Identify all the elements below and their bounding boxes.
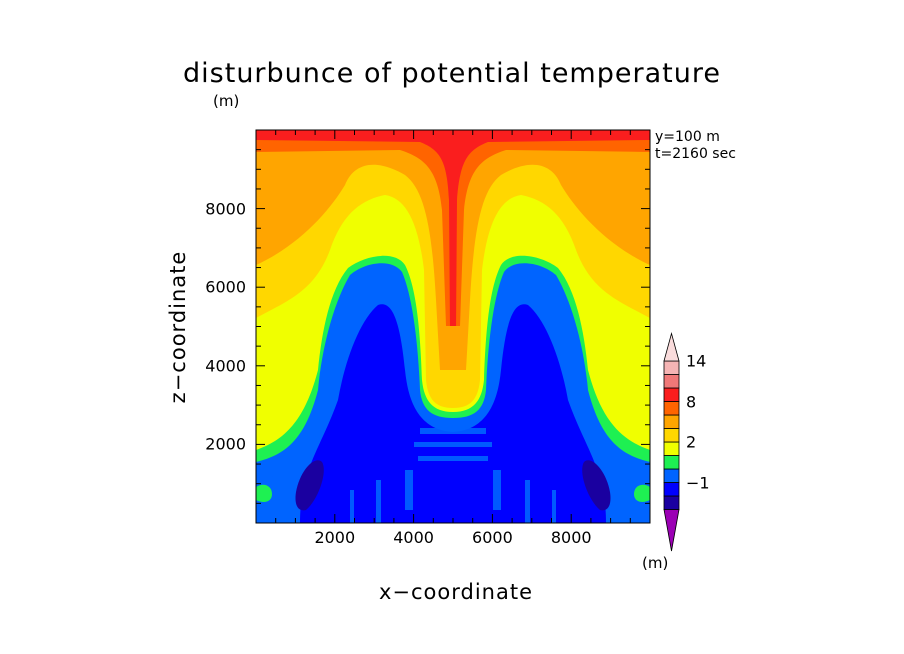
y-axis-ticks [256, 149, 650, 504]
colorbar-segment [663, 468, 680, 483]
colorbar-segment [663, 428, 680, 443]
y-axis-label: z−coordinate [166, 250, 190, 404]
colorbar-segment [663, 441, 680, 456]
colorbar-segment [663, 509, 680, 552]
y-tick-label: 8000 [205, 199, 246, 219]
colorbar-tick-label: −1 [686, 473, 710, 492]
colorbar-tick-label: 8 [686, 392, 697, 411]
colorbar-segment [663, 374, 680, 389]
info-t-line: t=2160 sec [655, 146, 736, 162]
x-tick-label: 6000 [472, 528, 513, 547]
info-block: y=100 m t=2160 sec [655, 129, 736, 163]
colorbar-segment [663, 387, 680, 402]
colorbar-segment [663, 455, 680, 470]
colorbar-segment [663, 414, 680, 429]
colorbar-tick-label: 14 [686, 351, 707, 371]
colorbar-segment [663, 360, 680, 375]
colorbar [663, 331, 680, 552]
colorbar-segment [663, 495, 680, 510]
x-tick-label: 2000 [314, 528, 356, 547]
colorbar-tick-label: 2 [686, 432, 697, 452]
colorbar-segment [663, 482, 680, 497]
info-y-line: y=100 m [655, 129, 720, 145]
colorbar-segment [663, 401, 680, 416]
y-tick-label: 2000 [205, 434, 246, 454]
y-tick-label: 6000 [205, 277, 246, 297]
x-tick-label: 4000 [393, 528, 434, 547]
y-tick-label: 4000 [205, 356, 246, 376]
x-axis-ticks [275, 130, 631, 523]
colorbar-unit-label: (m) [642, 554, 669, 572]
x-axis-label: x−coordinate [378, 580, 534, 604]
contour-field [256, 130, 650, 523]
colorbar-segment [663, 331, 680, 362]
chart-title: disturbunce of potential temperature [183, 58, 721, 89]
z-unit-label: (m) [213, 92, 240, 110]
x-tick-label: 8000 [550, 528, 592, 547]
